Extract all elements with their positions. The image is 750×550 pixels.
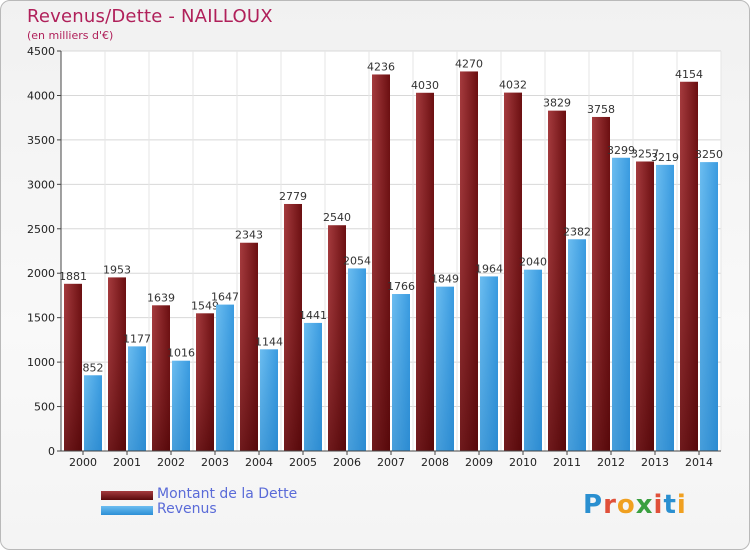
value-label-revenus: 1964 <box>475 262 503 275</box>
bar-debt-shade <box>240 242 258 451</box>
y-tick-label: 3000 <box>27 178 55 191</box>
x-tick-label: 2002 <box>157 456 185 469</box>
bar-revenus-shade <box>304 322 322 451</box>
y-tick-label: 4000 <box>27 89 55 102</box>
bar-revenus-shade <box>392 294 410 451</box>
bar-debt-shade <box>636 161 654 451</box>
y-tick-label: 0 <box>48 445 55 458</box>
x-tick-label: 2008 <box>421 456 449 469</box>
bar-revenus-shade <box>656 164 674 451</box>
value-label-debt: 3829 <box>543 97 571 110</box>
x-tick-label: 2000 <box>69 456 97 469</box>
bar-debt-shade <box>284 203 302 451</box>
y-tick-label: 500 <box>34 401 55 414</box>
x-tick-label: 2011 <box>553 456 581 469</box>
value-label-debt: 3758 <box>587 103 615 116</box>
value-label-revenus: 852 <box>83 361 104 374</box>
legend-swatch-debt <box>101 491 153 500</box>
value-label-revenus: 1766 <box>387 280 415 293</box>
bar-revenus-shade <box>700 162 718 451</box>
bar-revenus-shade <box>480 276 498 451</box>
bar-debt-shade <box>64 283 82 451</box>
bar-revenus-shade <box>216 304 234 451</box>
plot-area <box>61 51 721 451</box>
legend-label-debt: Montant de la Dette <box>157 486 298 502</box>
value-label-revenus: 1177 <box>123 332 151 345</box>
bar-debt-shade <box>108 277 126 451</box>
bar-revenus-shade <box>84 375 102 451</box>
x-tick-label: 2004 <box>245 456 273 469</box>
value-label-revenus: 1441 <box>299 309 327 322</box>
legend-label-revenus: Revenus <box>157 501 217 517</box>
value-label-debt: 2343 <box>235 229 263 242</box>
value-label-debt: 4032 <box>499 79 527 92</box>
legend-swatch-revenus <box>101 506 153 515</box>
x-tick-label: 2010 <box>509 456 537 469</box>
value-label-debt: 2779 <box>279 190 307 203</box>
bar-debt-shade <box>416 92 434 452</box>
chart-subtitle: (en milliers d'€) <box>27 29 114 42</box>
bar-debt-shade <box>548 110 566 452</box>
bar-debt-shade <box>372 74 390 451</box>
bar-debt-shade <box>504 92 522 451</box>
proxiti-logo: Proxiti <box>583 490 687 520</box>
x-tick-label: 2007 <box>377 456 405 469</box>
bar-revenus-shade <box>172 360 190 451</box>
value-label-debt: 1953 <box>103 263 131 276</box>
value-label-revenus: 3250 <box>695 148 723 161</box>
value-label-revenus: 1016 <box>167 347 195 360</box>
y-tick-label: 1500 <box>27 312 55 325</box>
value-label-revenus: 1647 <box>211 291 239 304</box>
value-label-revenus: 2040 <box>519 256 547 269</box>
bar-debt-shade <box>592 116 610 451</box>
value-label-revenus: 3219 <box>651 151 679 164</box>
bar-revenus-shade <box>260 349 278 451</box>
value-label-debt: 4154 <box>675 68 703 81</box>
x-tick-label: 2014 <box>685 456 713 469</box>
y-tick-label: 2500 <box>27 223 55 236</box>
y-tick-label: 1000 <box>27 356 55 369</box>
value-label-debt: 2540 <box>323 211 351 224</box>
chart-title: Revenus/Dette - NAILLOUX <box>27 6 273 27</box>
bar-debt-shade <box>680 81 698 451</box>
bar-revenus-shade <box>524 269 542 451</box>
value-label-revenus: 1849 <box>431 273 459 286</box>
x-tick-label: 2009 <box>465 456 493 469</box>
x-tick-label: 2012 <box>597 456 625 469</box>
value-label-revenus: 2054 <box>343 254 371 267</box>
value-label-revenus: 3299 <box>607 144 635 157</box>
bar-revenus-shade <box>568 239 586 451</box>
bar-debt-shade <box>152 305 170 451</box>
value-label-debt: 4236 <box>367 60 395 73</box>
x-tick-label: 2005 <box>289 456 317 469</box>
bar-revenus-shade <box>128 346 146 451</box>
bar-debt-shade <box>196 313 214 451</box>
value-label-debt: 1549 <box>191 299 219 312</box>
y-tick-label: 2000 <box>27 267 55 280</box>
value-label-debt: 4270 <box>455 57 483 70</box>
bar-revenus-shade <box>612 157 630 451</box>
value-label-debt: 1881 <box>59 270 87 283</box>
y-tick-label: 3500 <box>27 134 55 147</box>
value-label-revenus: 1144 <box>255 335 283 348</box>
value-label-revenus: 2382 <box>563 225 591 238</box>
bar-revenus-shade <box>348 268 366 451</box>
y-tick-label: 4500 <box>27 45 55 58</box>
value-label-debt: 1639 <box>147 291 175 304</box>
x-tick-label: 2006 <box>333 456 361 469</box>
value-label-debt: 4030 <box>411 79 439 92</box>
x-tick-label: 2013 <box>641 456 669 469</box>
bar-debt-shade <box>328 225 346 451</box>
x-tick-label: 2003 <box>201 456 229 469</box>
value-label-debt: 3257 <box>631 147 659 160</box>
bar-revenus-shade <box>436 286 454 451</box>
x-tick-label: 2001 <box>113 456 141 469</box>
bar-debt-shade <box>460 71 478 451</box>
